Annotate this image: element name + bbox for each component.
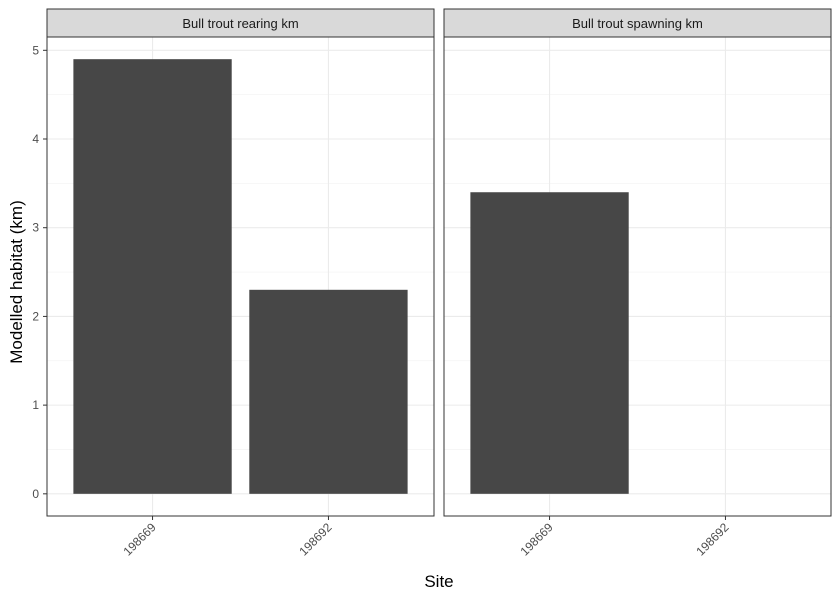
bars-spawning (470, 192, 629, 494)
x-tick-label: 198669 (120, 520, 158, 558)
strip-rearing (46, 8, 435, 38)
bars-rearing (73, 59, 408, 494)
strip-spawning (443, 8, 832, 38)
plot-border-rearing (46, 36, 435, 517)
bar-198692 (249, 289, 408, 494)
bar-198669 (470, 192, 629, 494)
panel-title-rearing: Bull trout rearing km (182, 16, 298, 31)
panel-rearing: Bull trout rearing km 198669 198692 (46, 8, 435, 558)
x-ticks-spawning: 198669 198692 (517, 516, 732, 558)
y-axis-title: Modelled habitat (km) (7, 200, 26, 363)
bar-198669 (73, 59, 232, 494)
panel-spawning: Bull trout spawning km 198669 198692 (443, 8, 832, 558)
panel-title-spawning: Bull trout spawning km (572, 16, 703, 31)
y-tick-label: 1 (32, 398, 39, 412)
x-tick-label: 198692 (693, 520, 731, 558)
plot-border-spawning (443, 36, 832, 517)
x-axis-title: Site (424, 572, 453, 591)
x-tick-label: 198692 (296, 520, 334, 558)
y-tick-label: 2 (32, 309, 39, 323)
y-tick-label: 5 (32, 43, 39, 57)
y-tick-label: 3 (32, 221, 39, 235)
x-tick-label: 198669 (517, 520, 555, 558)
y-axis: 0 1 2 3 4 5 (32, 43, 47, 501)
y-tick-label: 4 (32, 132, 39, 146)
y-tick-label: 0 (32, 487, 39, 501)
x-ticks-rearing: 198669 198692 (120, 516, 335, 558)
